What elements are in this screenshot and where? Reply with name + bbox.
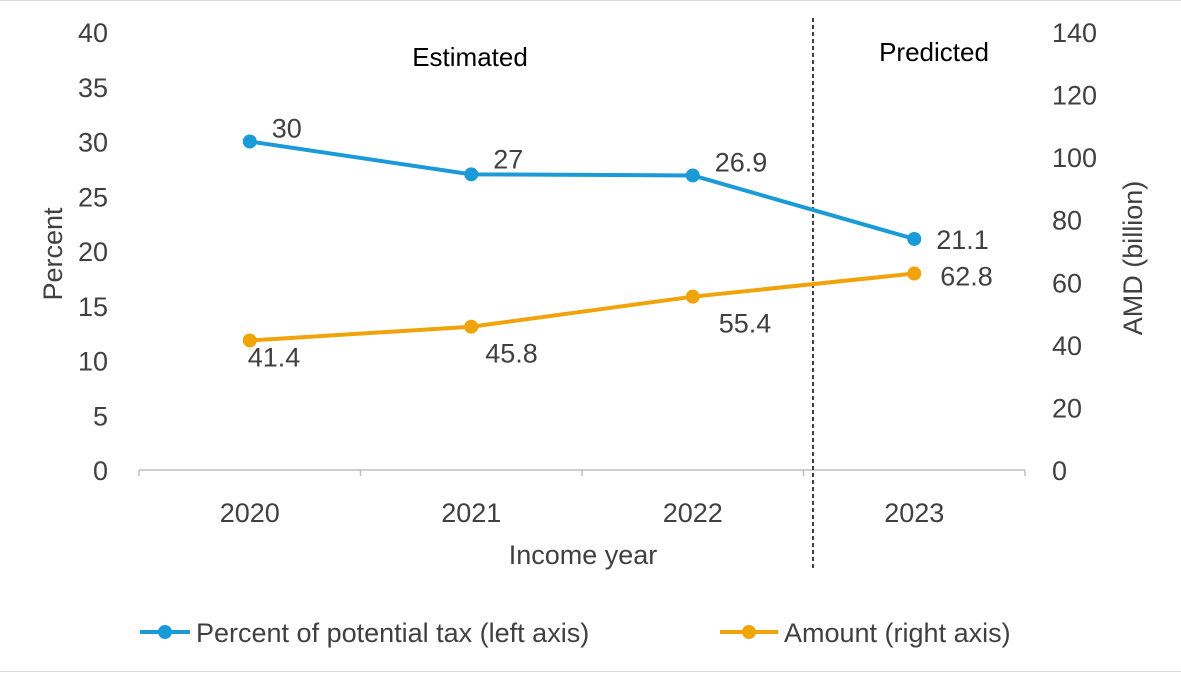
bottom-border <box>0 671 1181 672</box>
data-label-amount: 45.8 <box>485 339 538 369</box>
legend-item-amount: Amount (right axis) <box>720 618 1011 648</box>
y-axis-left-title: Percent <box>38 207 68 301</box>
y-left-tick-label: 10 <box>78 347 108 377</box>
y-right-tick-label: 120 <box>1052 81 1097 111</box>
y-left-tick-label: 5 <box>93 401 108 431</box>
x-axis-ticks: 2020 2021 2022 2023 <box>138 470 1026 528</box>
y-right-tick-label: 40 <box>1052 331 1082 361</box>
legend: Percent of potential tax (left axis) Amo… <box>140 618 1011 648</box>
y-left-tick-label: 15 <box>78 292 108 322</box>
data-label-percent: 21.1 <box>936 225 989 255</box>
estimated-annotation: Estimated <box>412 42 528 72</box>
y-left-tick-label: 30 <box>78 128 108 158</box>
legend-marker-percent <box>158 625 172 639</box>
top-border <box>0 0 1181 1</box>
data-labels: 30 27 26.9 21.1 41.4 45.8 55.4 62.8 <box>248 114 993 373</box>
series-line-percent <box>249 139 915 241</box>
series-point-percent <box>907 231 922 246</box>
y-left-tick-label: 35 <box>78 73 108 103</box>
data-label-amount: 41.4 <box>248 342 301 372</box>
y-left-tick-label: 0 <box>93 456 108 486</box>
y-right-tick-label: 80 <box>1052 206 1082 236</box>
legend-item-percent: Percent of potential tax (left axis) <box>140 618 589 648</box>
series-point-percent <box>464 167 479 182</box>
y-axis-right-title: AMD (billion) <box>1118 181 1148 336</box>
right-axis-ticks: 0 20 40 60 80 100 120 140 <box>1052 18 1097 486</box>
data-label-percent: 26.9 <box>715 147 768 177</box>
y-right-tick-label: 0 <box>1052 456 1067 486</box>
data-label-percent: 27 <box>493 144 523 174</box>
left-axis-ticks: 0 5 10 15 20 25 30 35 40 <box>78 18 108 486</box>
data-label-amount: 55.4 <box>719 309 772 339</box>
series-point-amount <box>464 319 479 334</box>
y-left-tick-label: 40 <box>78 18 108 48</box>
series-point-amount <box>907 266 922 281</box>
series-line-amount <box>249 271 915 343</box>
series-point-amount <box>685 289 700 304</box>
legend-marker-amount <box>742 625 756 639</box>
series-point-amount <box>242 333 257 348</box>
legend-label-percent: Percent of potential tax (left axis) <box>196 618 589 648</box>
series-point-percent <box>685 168 700 183</box>
x-axis-title: Income year <box>509 540 658 570</box>
data-label-amount: 62.8 <box>940 262 993 292</box>
data-label-percent: 30 <box>272 114 302 144</box>
y-left-tick-label: 25 <box>78 182 108 212</box>
y-right-tick-label: 100 <box>1052 143 1097 173</box>
series-point-percent <box>242 134 257 149</box>
x-tick-label: 2023 <box>884 498 944 528</box>
y-left-tick-label: 20 <box>78 237 108 267</box>
predicted-annotation: Predicted <box>879 37 989 67</box>
legend-label-amount: Amount (right axis) <box>784 618 1011 648</box>
x-tick-label: 2021 <box>441 498 501 528</box>
series-layer <box>242 134 922 348</box>
x-tick-label: 2020 <box>220 498 280 528</box>
x-tick-label: 2022 <box>663 498 723 528</box>
y-right-tick-label: 140 <box>1052 18 1097 48</box>
y-right-tick-label: 20 <box>1052 393 1082 423</box>
y-right-tick-label: 60 <box>1052 268 1082 298</box>
